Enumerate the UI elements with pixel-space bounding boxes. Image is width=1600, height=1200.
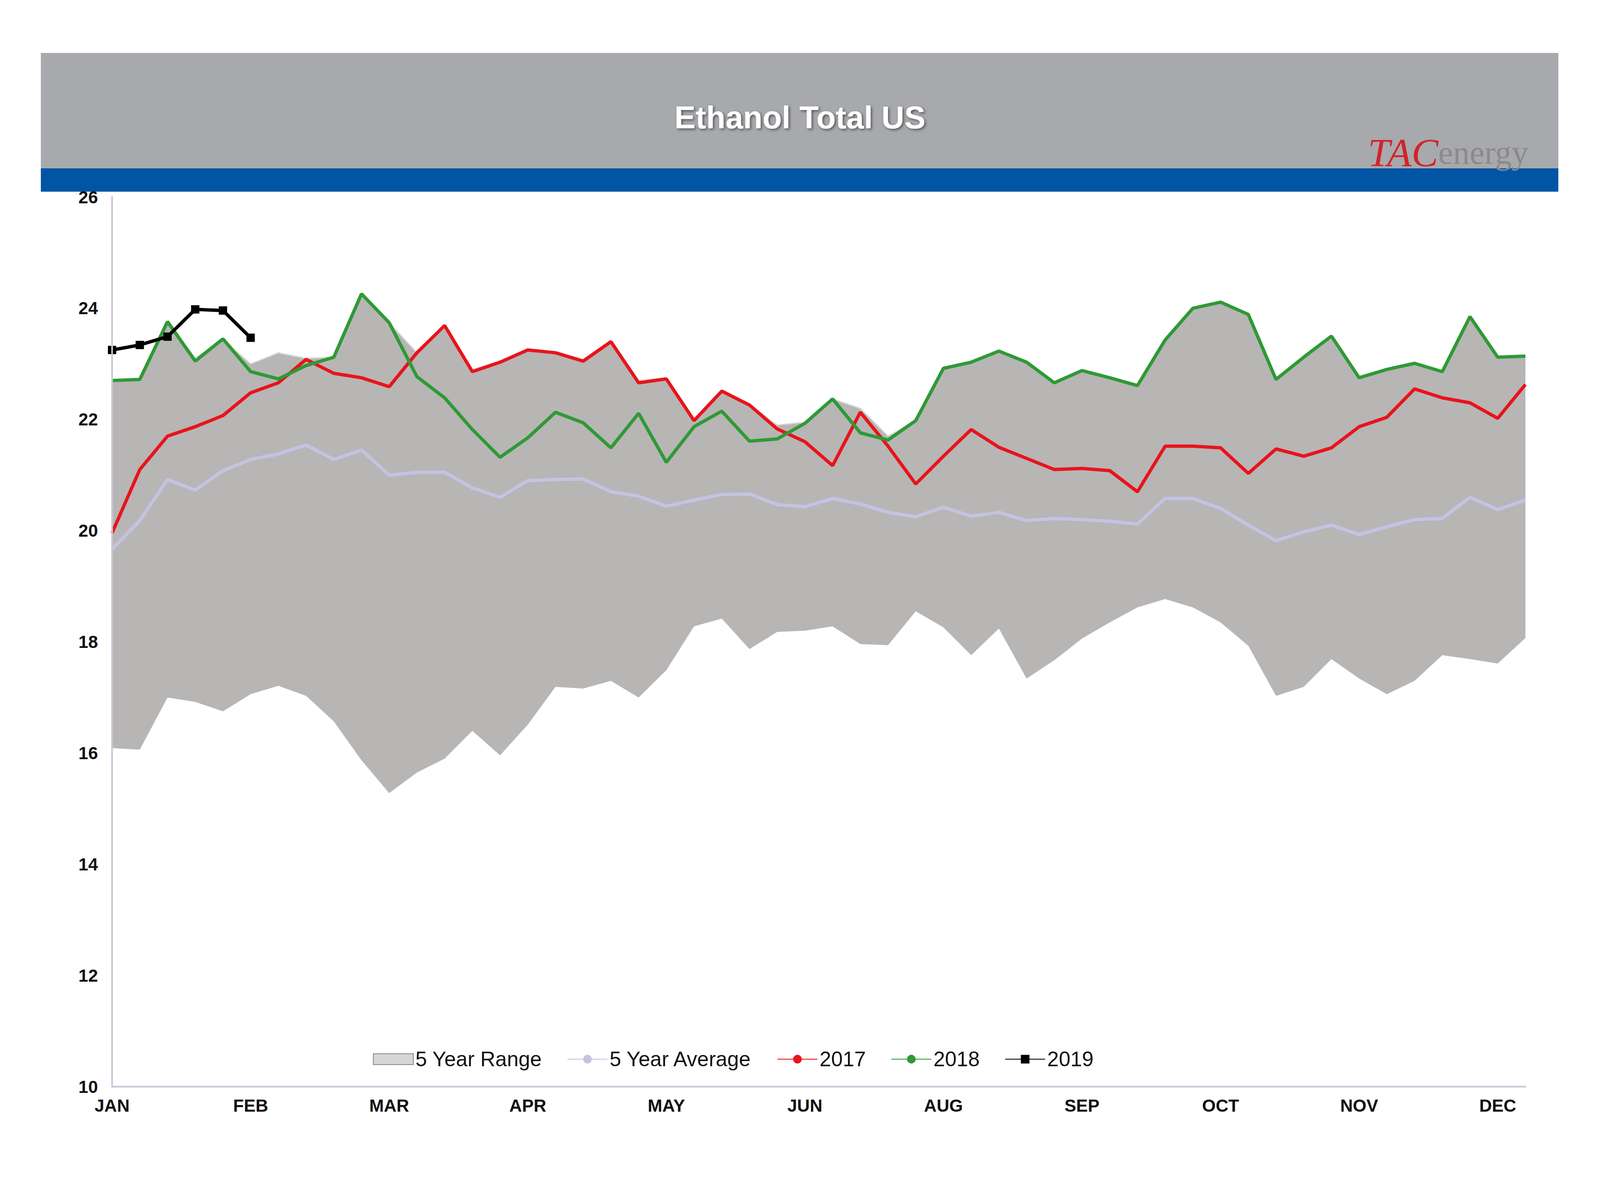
svg-text:TAC: TAC — [1367, 130, 1439, 175]
svg-text:20: 20 — [78, 520, 98, 541]
svg-text:14: 14 — [78, 854, 98, 875]
svg-text:MAR: MAR — [369, 1095, 410, 1116]
svg-text:NOV: NOV — [1340, 1095, 1378, 1116]
svg-text:JAN: JAN — [94, 1095, 130, 1116]
svg-text:16: 16 — [78, 743, 98, 763]
svg-text:JUN: JUN — [787, 1095, 823, 1116]
svg-text:SEP: SEP — [1064, 1095, 1100, 1116]
svg-text:5 Year Average: 5 Year Average — [609, 1047, 751, 1071]
svg-text:2018: 2018 — [933, 1047, 980, 1071]
svg-text:26: 26 — [78, 187, 98, 208]
svg-text:OCT: OCT — [1202, 1095, 1240, 1116]
svg-text:18: 18 — [78, 632, 98, 652]
svg-text:FEB: FEB — [233, 1095, 269, 1116]
svg-text:5 Year Range: 5 Year Range — [415, 1047, 542, 1071]
svg-text:2017: 2017 — [819, 1047, 866, 1071]
svg-text:10: 10 — [78, 1077, 98, 1097]
svg-text:12: 12 — [78, 965, 98, 986]
svg-text:MAY: MAY — [647, 1095, 685, 1116]
svg-text:DEC: DEC — [1479, 1095, 1517, 1116]
svg-text:Ethanol Total US: Ethanol Total US — [674, 99, 926, 135]
svg-text:22: 22 — [78, 409, 98, 430]
svg-text:APR: APR — [509, 1095, 547, 1116]
svg-text:AUG: AUG — [924, 1095, 963, 1116]
svg-text:energy: energy — [1438, 134, 1529, 171]
svg-text:2019: 2019 — [1047, 1047, 1094, 1071]
svg-text:24: 24 — [78, 298, 98, 318]
